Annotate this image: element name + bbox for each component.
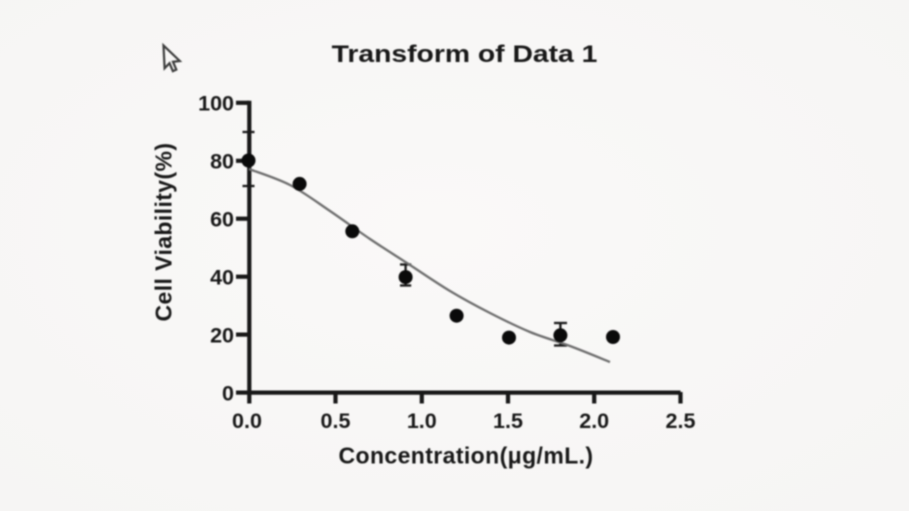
svg-text:80: 80 [210, 150, 234, 174]
svg-text:20: 20 [210, 324, 234, 348]
svg-text:Transform of Data 1: Transform of Data 1 [332, 40, 598, 67]
svg-text:0: 0 [222, 382, 234, 406]
svg-text:100: 100 [198, 92, 234, 116]
svg-text:Concentration(μg/mL.): Concentration(μg/mL.) [338, 443, 593, 469]
svg-text:1.5: 1.5 [493, 409, 523, 433]
svg-text:Cell Viability(%): Cell Viability(%) [151, 143, 177, 322]
svg-text:40: 40 [210, 266, 234, 290]
svg-text:60: 60 [210, 208, 234, 232]
svg-text:1.0: 1.0 [407, 409, 437, 433]
svg-text:0.0: 0.0 [232, 409, 262, 433]
svg-text:0.5: 0.5 [321, 409, 351, 433]
svg-text:2.5: 2.5 [666, 409, 696, 433]
svg-text:2.0: 2.0 [579, 409, 609, 433]
